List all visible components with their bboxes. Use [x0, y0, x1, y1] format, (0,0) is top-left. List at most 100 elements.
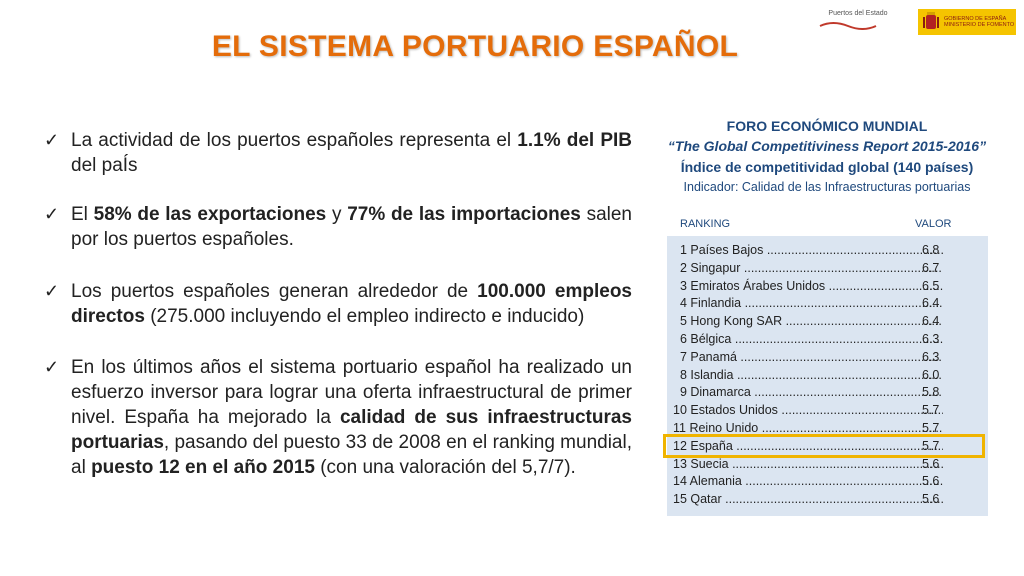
ranking-country: 6 Bélgica [673, 332, 735, 346]
ranking-country: 13 Suecia [673, 456, 733, 471]
highlight-box-espana [663, 434, 985, 458]
gobierno-logo-text: GOBIERNO DE ESPAÑA MINISTERIO DE FOMENTO [944, 16, 1014, 28]
leader-dots: ........................................… [754, 385, 943, 400]
bullet-text-segment: En los últimos años el sistema portuario… [71, 357, 632, 428]
ranking-row: 3 Emiratos Árabes Unidos ...............… [673, 278, 943, 296]
panel-heading-forum: FORO ECONÓMICO MUNDIAL [726, 118, 928, 134]
bullet-item: ✓ Los puertos españoles generan alrededor… [44, 279, 632, 329]
checkmark-icon: ✓ [44, 130, 60, 150]
bullet-text-bold: puesto 12 en el año 2015 [91, 457, 315, 478]
leader-dots: ........................................… [743, 260, 943, 275]
checkmark-icon: ✓ [44, 281, 60, 301]
bullet-text-bold: 58% de las exportaciones [93, 204, 327, 225]
bullet-item: ✓ En los últimos años el sistema portuari… [44, 355, 632, 480]
ranking-value: 5.6 [922, 456, 940, 471]
gobierno-logo-line1: GOBIERNO DE ESPAÑA [944, 16, 1007, 22]
ranking-country: 2 Singapur [673, 260, 744, 275]
leader-dots: ........................................… [781, 403, 943, 418]
ranking-row: 7 Panamá ...............................… [673, 349, 943, 367]
ranking-row: 5 Hong Kong SAR ........................… [673, 313, 943, 331]
ranking-row: 13 Suecia ..............................… [673, 456, 943, 474]
coat-of-arms-icon [923, 12, 939, 29]
ranking-value: 6.4 [922, 314, 940, 329]
ranking-country: 12 España [673, 438, 737, 453]
leader-dots: ........................................… [785, 314, 943, 329]
ranking-value: 6.3 [922, 349, 940, 364]
bullet-text-segment: salen por los puertos españoles. [71, 204, 632, 250]
gobierno-espana-logo: GOBIERNO DE ESPAÑA MINISTERIO DE FOMENTO [918, 9, 1016, 35]
panel-heading-report: “The Global Competitiviness Report 2015-… [667, 138, 987, 154]
ranking-panel-header: FORO ECONÓMICO MUNDIAL “The Global Compe… [662, 116, 992, 196]
ranking-country: 15 Qatar [673, 492, 726, 507]
ranking-country: 8 Islandia [673, 367, 737, 382]
ranking-row: 11 Reino Unido .........................… [673, 420, 943, 438]
checkmark-icon: ✓ [44, 357, 60, 377]
bullet-text: El 58% de las exportaciones y 77% de las… [71, 202, 632, 252]
puertos-del-estado-logo: Puertos del Estado [818, 10, 898, 36]
bullet-text-segment: (con una valoración del 5,7/7). [314, 457, 576, 478]
ranking-country: 10 Estados Unidos [673, 403, 782, 418]
leader-dots: ........................................… [736, 367, 943, 382]
ranking-value: 5.8 [922, 385, 940, 400]
ranking-value: 6.0 [922, 367, 940, 382]
ranking-value: 6.7 [922, 260, 940, 275]
ranking-value: 5.7 [922, 421, 940, 435]
ranking-value: 5.6 [922, 492, 940, 507]
ranking-country: 7 Panamá [673, 349, 741, 364]
gobierno-logo-line2: MINISTERIO DE FOMENTO [944, 22, 1015, 28]
bullet-text-segment: Los puertos españoles generan alrededor … [71, 281, 478, 302]
leader-dots: ........................................… [736, 438, 943, 453]
bullet-item: ✓ El 58% de las exportaciones y 77% de la… [44, 202, 632, 252]
bullet-text-bold: 100.000 empleos directos [71, 281, 632, 327]
ranking-row: 6 Bélgica ..............................… [673, 331, 943, 349]
page-title: EL SISTEMA PORTUARIO ESPAÑOL [211, 30, 739, 63]
bullet-text-segment: y [326, 204, 348, 225]
column-header-valor: VALOR [915, 218, 952, 230]
leader-dots: ........................................… [766, 243, 943, 257]
wave-icon [819, 22, 877, 30]
ranking-value: 5.7 [922, 403, 940, 418]
bullet-text-segment: , pasando del puesto 33 de 2008 en el ra… [71, 432, 632, 478]
leader-dots: ........................................… [740, 349, 943, 364]
ranking-country: 4 Finlandia [673, 296, 745, 311]
bullet-text: La actividad de los puertos españoles re… [71, 128, 632, 178]
ranking-row: 2 Singapur .............................… [673, 260, 943, 278]
ranking-value: 5.6 [922, 474, 940, 489]
bullet-text-bold: 1.1% del PIB [517, 130, 632, 151]
ranking-row: 14 Alemania ............................… [673, 473, 943, 491]
leader-dots: ........................................… [734, 332, 943, 346]
ranking-value: 6.8 [922, 243, 940, 257]
ranking-row: 12 España ..............................… [673, 438, 943, 456]
ranking-table: 1 Países Bajos .........................… [667, 236, 988, 516]
leader-dots: ........................................… [732, 456, 943, 471]
ranking-value: 6.4 [922, 296, 940, 311]
bullet-text: Los puertos españoles generan alrededor … [71, 279, 632, 329]
leader-dots: ........................................… [761, 421, 943, 435]
bullet-text-bold: 77% de las importaciones [347, 204, 581, 225]
column-header-ranking: RANKING [680, 218, 731, 230]
bullet-text-bold: calidad de sus infraestructuras portuari… [71, 407, 632, 453]
ranking-country: 9 Dinamarca [673, 385, 755, 400]
bullet-text-segment: El [71, 204, 94, 225]
panel-heading-indicator: Indicador: Calidad de las Infraestructur… [683, 180, 971, 194]
panel-heading-index: Índice de competitividad global (140 paí… [680, 159, 974, 175]
ranking-row: 9 Dinamarca ............................… [673, 384, 943, 402]
ranking-value: 6.3 [922, 332, 940, 346]
puertos-del-estado-logo-text: Puertos del Estado [828, 10, 888, 17]
ranking-row: 4 Finlandia ............................… [673, 295, 943, 313]
ranking-country: 14 Alemania [673, 474, 746, 489]
ranking-country: 1 Países Bajos [673, 243, 767, 257]
bullet-text-segment: La actividad de los puertos españoles re… [71, 130, 518, 151]
checkmark-icon: ✓ [44, 204, 60, 224]
bullet-text-segment: (275.000 incluyendo el empleo indirecto … [144, 306, 585, 327]
ranking-row: 1 Países Bajos .........................… [673, 242, 943, 260]
leader-dots: ........................................… [725, 492, 943, 507]
ranking-value: 6.5 [922, 278, 940, 293]
ranking-country: 5 Hong Kong SAR [673, 314, 786, 329]
ranking-row: 10 Estados Unidos ......................… [673, 402, 943, 420]
leader-dots: ........................................… [744, 296, 943, 311]
ranking-country: 3 Emiratos Árabes Unidos [673, 278, 829, 293]
bullet-item: ✓ La actividad de los puertos españoles r… [44, 128, 632, 178]
leader-dots: ........................................… [828, 278, 943, 293]
ranking-row: 15 Qatar ...............................… [673, 491, 943, 509]
